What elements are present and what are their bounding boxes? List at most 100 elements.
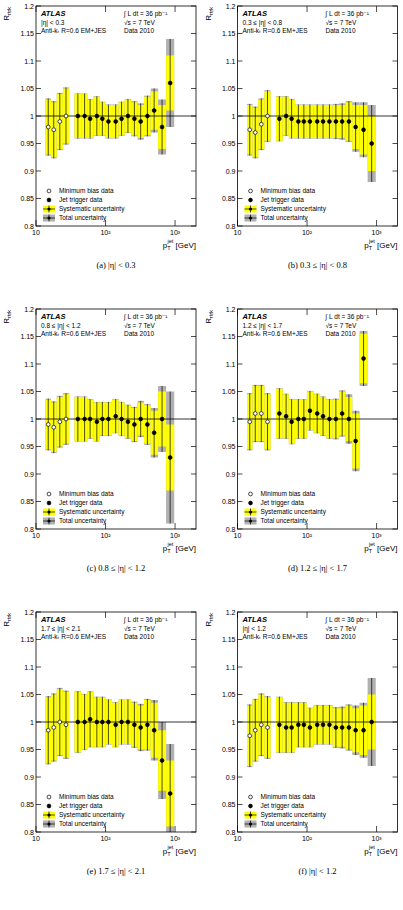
data-point: [52, 425, 56, 429]
x-axis-label-sub: T: [369, 548, 373, 554]
data-point: [308, 726, 312, 730]
legend-marker: [47, 804, 51, 808]
y-tick: [36, 529, 41, 530]
systematic-uncertainty: [301, 703, 307, 747]
data-point: [168, 81, 172, 85]
x-axis-label-unit: [GeV]: [375, 847, 398, 856]
total-uncertainty: [283, 394, 289, 439]
data-point: [340, 120, 344, 124]
y-tick: [238, 198, 243, 199]
data-point: [308, 120, 312, 124]
data-point: [284, 414, 288, 418]
systematic-uncertainty: [119, 102, 125, 135]
legend-swatch: [43, 518, 55, 525]
plot-frame: [238, 612, 398, 832]
y-tick-label: 0.95: [20, 443, 34, 450]
y-tick-label: 1.1: [24, 664, 34, 671]
data-point: [88, 417, 92, 421]
x-tick: [307, 309, 308, 315]
y-tick: [393, 61, 398, 62]
data-point: [302, 723, 306, 727]
y-tick: [238, 226, 243, 227]
x-tick-label: 10: [234, 835, 242, 842]
y-tick: [36, 391, 41, 392]
y-tick: [393, 226, 398, 227]
data-point: [302, 417, 306, 421]
data-point: [315, 412, 319, 416]
data-area: [238, 90, 398, 182]
y-tick: [36, 777, 41, 778]
data-point: [328, 723, 332, 727]
y-tick: [191, 446, 196, 447]
y-tick-label: 0.85: [222, 498, 236, 505]
x-tick: [237, 612, 238, 618]
x-tick-label: 10: [32, 229, 40, 236]
total-uncertainty: [301, 399, 307, 439]
panel: 0.80.850.90.9511.051.11.151.21010²10³Rrt…: [2, 609, 196, 877]
y-tick: [393, 143, 398, 144]
systematic-uncertainty: [295, 105, 301, 138]
systematic-uncertainty: [276, 97, 283, 141]
x-axis-label-unit: [GeV]: [173, 241, 196, 250]
annotation: Anti-kₜ R=0.6 EM+JES: [41, 330, 107, 337]
y-tick: [191, 474, 196, 475]
total-uncertainty: [339, 390, 346, 436]
y-tick: [36, 722, 41, 723]
x-tick: [237, 826, 238, 832]
annotation: ∫ L dt = 36 pb⁻¹: [325, 616, 370, 624]
data-point: [284, 726, 288, 730]
total-uncertainty: [131, 101, 137, 136]
annotation: ATLAS: [40, 312, 65, 321]
annotation: Anti-kₜ R=0.6 EM+JES: [243, 330, 309, 337]
y-tick: [36, 226, 41, 227]
legend-marker: [47, 519, 50, 522]
y-tick-label: 1: [30, 416, 34, 423]
legend: Minimum bias dataJet trigger dataSystema…: [245, 187, 327, 222]
legend-swatch: [245, 812, 257, 819]
data-point: [95, 720, 99, 724]
legend-label: Minimum bias data: [59, 793, 114, 800]
plot-frame: [36, 6, 196, 226]
y-tick: [238, 667, 243, 668]
data-point: [266, 726, 270, 730]
x-tick-label: 10: [32, 835, 40, 842]
total-uncertainty: [252, 385, 258, 442]
total-uncertainty: [264, 393, 270, 450]
y-axis-label-sub: rtrk: [208, 310, 214, 318]
x-axis-label: pTjet [GeV]: [364, 844, 397, 857]
total-uncertainty: [346, 704, 353, 750]
x-tick: [36, 612, 37, 618]
y-tick-label: 1.15: [222, 636, 236, 643]
y-tick-label: 1.05: [20, 388, 34, 395]
x-axis-label: pTjet [GeV]: [163, 238, 196, 251]
data-point: [120, 720, 124, 724]
plot-frame: [238, 309, 398, 529]
data-point: [362, 728, 366, 732]
annotation: √s = 7 TeV: [326, 625, 357, 632]
annotation: ∫ L dt = 36 pb⁻¹: [123, 313, 168, 321]
legend-marker: [47, 189, 51, 193]
systematic-uncertainty: [307, 392, 314, 431]
y-tick: [191, 171, 196, 172]
y-tick: [191, 88, 196, 89]
y-tick: [393, 639, 398, 640]
panel: 0.80.850.90.9511.051.11.151.21010²10³Rrt…: [204, 3, 398, 271]
y-tick-label: 1: [232, 416, 236, 423]
data-point: [296, 120, 300, 124]
data-point: [266, 420, 270, 424]
y-tick-label: 0.9: [24, 471, 34, 478]
y-tick: [191, 529, 196, 530]
data-point: [308, 409, 312, 413]
systematic-uncertainty: [93, 403, 99, 442]
annotation: |η| < 1.2: [243, 625, 267, 633]
y-tick: [238, 501, 243, 502]
x-tick: [36, 523, 37, 529]
y-tick: [238, 116, 243, 117]
systematic-uncertainty: [326, 706, 332, 745]
annotation: ATLAS: [242, 9, 267, 18]
data-point: [259, 723, 263, 727]
data-point: [152, 728, 156, 732]
x-tick: [36, 6, 37, 12]
y-tick-label: 0.9: [226, 774, 236, 781]
panel: 0.80.850.90.9511.051.11.151.21010²10³Rrt…: [2, 3, 196, 271]
